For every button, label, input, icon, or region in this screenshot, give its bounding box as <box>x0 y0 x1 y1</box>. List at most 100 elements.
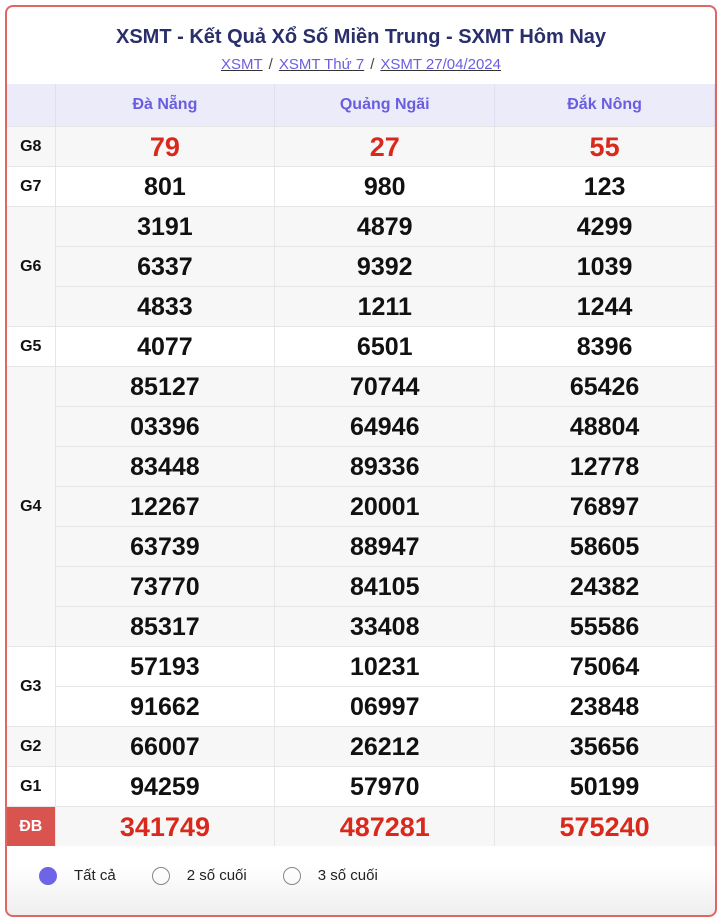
table-row: 03396 64946 48804 <box>7 406 715 447</box>
prize-number: 4077 <box>55 326 276 367</box>
prize-number: 94259 <box>55 766 276 807</box>
prize-number: 9392 <box>274 246 496 287</box>
prize-number: 1244 <box>494 286 715 327</box>
table-row: G8 79 27 55 <box>7 126 715 167</box>
prize-number: 79 <box>55 126 276 167</box>
prize-number: 66007 <box>55 726 276 767</box>
prize-number: 33408 <box>274 606 496 647</box>
prize-number: 12267 <box>55 486 276 527</box>
prize-number: 50199 <box>494 766 715 807</box>
prize-number: 4833 <box>55 286 276 327</box>
breadcrumb-weekday[interactable]: XSMT Thứ 7 <box>278 56 365 73</box>
prize-number: 85317 <box>55 606 276 647</box>
table-row: 12267 20001 76897 <box>7 486 715 527</box>
prize-label: G2 <box>7 726 56 767</box>
option-label: 2 số cuối <box>186 867 247 884</box>
prize-number: 3191 <box>55 206 276 247</box>
prize-number: 26212 <box>274 726 496 767</box>
header-province: Đắk Nông <box>494 84 715 127</box>
prize-number: 4879 <box>274 206 496 247</box>
prize-number: 123 <box>494 166 715 207</box>
table-row: 85317 33408 55586 <box>7 606 715 647</box>
option-2[interactable]: 3 số cuối <box>282 866 378 886</box>
breadcrumb-separator: / <box>370 56 375 73</box>
breadcrumb-separator: / <box>268 56 273 73</box>
prize-number: 57970 <box>274 766 496 807</box>
prize-number: 76897 <box>494 486 715 527</box>
table-row: 4833 1211 1244 <box>7 286 715 327</box>
prize-number: 73770 <box>55 566 276 607</box>
prize-number: 487281 <box>274 806 496 846</box>
prize-number: 84105 <box>274 566 496 607</box>
prize-number: 801 <box>55 166 276 207</box>
prize-number: 980 <box>274 166 496 207</box>
table-row: G6 3191 4879 4299 <box>7 206 715 327</box>
display-options: Tất cả 2 số cuối 3 số cuối <box>7 846 715 906</box>
prize-label: G4 <box>7 366 56 647</box>
radio-button[interactable] <box>39 867 57 885</box>
breadcrumb-date[interactable]: XSMT 27/04/2024 <box>380 56 501 73</box>
prize-number: 23848 <box>494 686 715 727</box>
results-card: XSMT - Kết Quả Xổ Số Miền Trung - SXMT H… <box>5 5 717 917</box>
option-1[interactable]: 2 số cuối <box>151 866 247 886</box>
prize-number: 4299 <box>494 206 715 247</box>
prize-label: G6 <box>7 206 56 327</box>
prize-number: 63739 <box>55 526 276 567</box>
breadcrumb-xsmt[interactable]: XSMT <box>220 56 263 73</box>
prize-label: G1 <box>7 766 56 807</box>
header-blank <box>7 84 56 127</box>
header-province: Quảng Ngãi <box>274 84 496 127</box>
prize-number: 27 <box>274 126 496 167</box>
page-title: XSMT - Kết Quả Xổ Số Miền Trung - SXMT H… <box>115 26 607 48</box>
table-row: 63739 88947 58605 <box>7 526 715 567</box>
table-row: G5 4077 6501 8396 <box>7 326 715 367</box>
radio-button[interactable] <box>151 867 170 885</box>
table-row: G4 85127 70744 65426 <box>7 366 715 647</box>
prize-number: 12778 <box>494 446 715 487</box>
prize-number: 57193 <box>55 646 276 687</box>
prize-number: 55 <box>494 126 715 167</box>
table-row: 6337 9392 1039 <box>7 246 715 287</box>
table-row: G7 801 980 123 <box>7 166 715 207</box>
prize-number: 35656 <box>494 726 715 767</box>
table-row: ĐB 341749 487281 575240 <box>7 806 715 846</box>
prize-number: 575240 <box>494 806 715 846</box>
table-row: 73770 84105 24382 <box>7 566 715 607</box>
prize-number: 88947 <box>274 526 496 567</box>
prize-label: G8 <box>7 126 56 167</box>
prize-number: 24382 <box>494 566 715 607</box>
prize-number: 03396 <box>55 406 276 447</box>
breadcrumb: XSMT / XSMT Thứ 7 / XSMT 27/04/2024 <box>7 56 715 74</box>
prize-number: 1211 <box>274 286 496 327</box>
prize-number: 6337 <box>55 246 276 287</box>
prize-number: 10231 <box>274 646 496 687</box>
radio-button[interactable] <box>282 867 301 885</box>
table-row: G2 66007 26212 35656 <box>7 726 715 767</box>
table-row: 83448 89336 12778 <box>7 446 715 487</box>
prize-number: 65426 <box>494 366 715 407</box>
prize-number: 1039 <box>494 246 715 287</box>
prize-number: 91662 <box>55 686 276 727</box>
prize-number: 83448 <box>55 446 276 487</box>
table-row: G3 57193 10231 75064 <box>7 646 715 727</box>
prize-number: 64946 <box>274 406 496 447</box>
prize-number: 06997 <box>274 686 496 727</box>
option-label: Tất cả <box>74 867 116 884</box>
option-0[interactable]: Tất cả <box>39 866 116 886</box>
prize-number: 75064 <box>494 646 715 687</box>
prize-number: 58605 <box>494 526 715 567</box>
prize-label: G5 <box>7 326 56 367</box>
prize-number: 8396 <box>494 326 715 367</box>
prize-label: G3 <box>7 646 56 727</box>
prize-number: 89336 <box>274 446 496 487</box>
prize-number: 55586 <box>494 606 715 647</box>
table-header: Đà Nẵng Quảng Ngãi Đắk Nông <box>7 84 715 127</box>
prize-number: 85127 <box>55 366 276 407</box>
prize-number: 341749 <box>55 806 276 846</box>
prize-number: 20001 <box>274 486 496 527</box>
prize-label: G7 <box>7 166 56 207</box>
table-row: G1 94259 57970 50199 <box>7 766 715 807</box>
header-province: Đà Nẵng <box>55 84 276 127</box>
prize-number: 70744 <box>274 366 496 407</box>
option-label: 3 số cuối <box>317 867 378 884</box>
